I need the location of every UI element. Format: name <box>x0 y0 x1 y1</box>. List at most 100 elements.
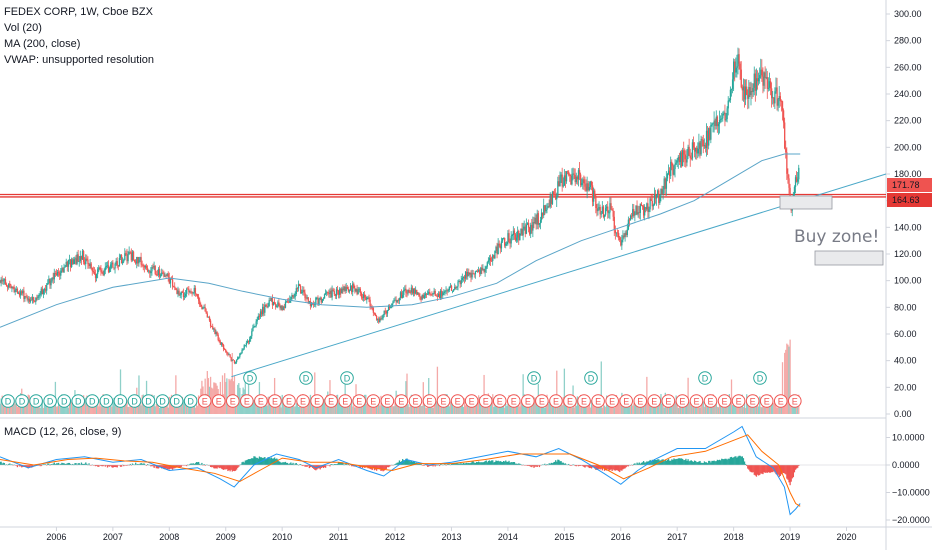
candle[interactable] <box>114 263 116 269</box>
candle[interactable] <box>291 295 293 297</box>
candle[interactable] <box>283 306 286 308</box>
candle[interactable] <box>166 273 168 276</box>
candle[interactable] <box>156 274 159 276</box>
candle[interactable] <box>756 78 759 82</box>
candle[interactable] <box>586 183 588 191</box>
candle[interactable] <box>674 164 676 170</box>
badge-marker[interactable] <box>43 394 57 408</box>
candle[interactable] <box>738 54 740 64</box>
candle[interactable] <box>651 200 653 207</box>
candle[interactable] <box>686 155 688 163</box>
candle[interactable] <box>438 293 441 299</box>
candle[interactable] <box>532 222 534 231</box>
candle[interactable] <box>601 206 604 214</box>
candle[interactable] <box>527 222 530 228</box>
earnings-badge[interactable]: E <box>679 397 685 407</box>
candle[interactable] <box>603 214 606 217</box>
dividend-badge[interactable]: D <box>531 374 538 384</box>
candle[interactable] <box>593 190 595 202</box>
candle[interactable] <box>293 296 295 298</box>
candle[interactable] <box>212 326 214 330</box>
badge-marker[interactable] <box>268 394 282 408</box>
badge-marker[interactable] <box>464 394 479 408</box>
vwap-indicator-label[interactable]: VWAP: unsupported resolution <box>4 54 155 66</box>
candle[interactable] <box>474 271 477 275</box>
candle[interactable] <box>638 212 640 214</box>
candle[interactable] <box>369 299 371 306</box>
candle[interactable] <box>544 205 546 212</box>
candle[interactable] <box>169 278 172 284</box>
candle[interactable] <box>290 296 292 300</box>
candle[interactable] <box>117 265 119 267</box>
candle[interactable] <box>494 250 496 259</box>
candle[interactable] <box>341 288 343 294</box>
candle[interactable] <box>488 258 491 261</box>
candle[interactable] <box>632 209 634 217</box>
candle[interactable] <box>644 207 646 216</box>
candle[interactable] <box>216 332 218 335</box>
candle[interactable] <box>21 291 23 294</box>
candle[interactable] <box>425 293 428 295</box>
earnings-badge[interactable]: E <box>441 397 447 407</box>
candle[interactable] <box>206 313 208 318</box>
candle[interactable] <box>608 212 610 214</box>
candle[interactable] <box>122 261 124 264</box>
candle[interactable] <box>331 289 333 298</box>
candle[interactable] <box>63 267 65 273</box>
candle[interactable] <box>634 214 636 216</box>
candle[interactable] <box>502 237 505 239</box>
candle[interactable] <box>86 258 88 260</box>
candle[interactable] <box>752 87 754 93</box>
earnings-badge[interactable]: E <box>707 397 713 407</box>
candle[interactable] <box>187 288 189 290</box>
badge-marker[interactable] <box>113 394 128 408</box>
candle[interactable] <box>153 266 155 268</box>
candle[interactable] <box>689 155 691 159</box>
candle[interactable] <box>177 290 179 294</box>
candle[interactable] <box>179 294 181 296</box>
candle[interactable] <box>507 233 509 243</box>
candle[interactable] <box>450 285 453 291</box>
earnings-badge[interactable]: E <box>665 397 671 407</box>
candle[interactable] <box>280 305 282 309</box>
candle[interactable] <box>14 290 16 292</box>
badge-marker[interactable] <box>85 394 100 408</box>
candle[interactable] <box>563 175 566 186</box>
candle[interactable] <box>60 270 62 276</box>
candle[interactable] <box>40 288 42 295</box>
candle[interactable] <box>373 312 376 314</box>
candle[interactable] <box>326 292 328 294</box>
candle[interactable] <box>332 289 334 292</box>
earnings-badge[interactable]: E <box>651 397 657 407</box>
candle[interactable] <box>141 264 143 266</box>
candle[interactable] <box>760 69 762 76</box>
candle[interactable] <box>591 185 594 202</box>
candle[interactable] <box>252 327 254 332</box>
candle[interactable] <box>594 190 596 196</box>
candle[interactable] <box>118 257 121 267</box>
candle[interactable] <box>518 230 520 241</box>
candle[interactable] <box>647 203 649 212</box>
candle[interactable] <box>128 251 130 255</box>
badge-marker[interactable] <box>71 394 86 408</box>
candle[interactable] <box>652 205 655 207</box>
candle[interactable] <box>150 271 152 274</box>
candle[interactable] <box>751 90 753 93</box>
candle[interactable] <box>67 259 70 267</box>
candle[interactable] <box>221 342 224 345</box>
candle[interactable] <box>383 310 385 315</box>
candle[interactable] <box>531 224 533 231</box>
candle[interactable] <box>301 291 303 294</box>
dividend-badge[interactable]: D <box>117 397 124 407</box>
candle[interactable] <box>330 290 332 298</box>
earnings-badge[interactable]: E <box>637 397 643 407</box>
candle[interactable] <box>35 297 37 302</box>
candle[interactable] <box>323 294 326 299</box>
candle[interactable] <box>428 291 430 294</box>
candle[interactable] <box>549 195 551 207</box>
candle[interactable] <box>160 275 162 277</box>
badge-marker[interactable] <box>169 394 184 408</box>
candle[interactable] <box>316 297 318 299</box>
candle[interactable] <box>509 241 511 244</box>
